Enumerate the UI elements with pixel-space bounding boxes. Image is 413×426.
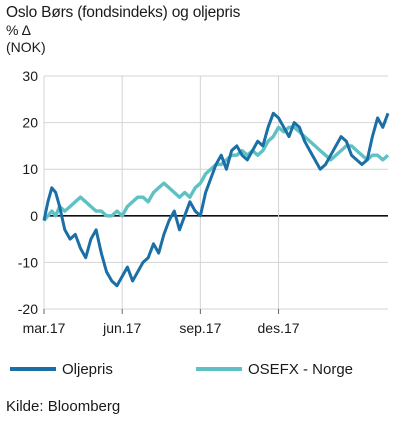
osefx-line [42,125,390,222]
series-lines [42,111,390,288]
gridlines [43,75,388,310]
y-axis-unit-label: % Δ [6,22,31,38]
legend-label: Oljepris [62,361,113,378]
x-tick-label: mar.17 [23,320,66,336]
y-tick-label: 0 [30,208,38,224]
x-axis-ticks: mar.17 jun.17 sep.17 des.17 [23,309,300,336]
x-tick-label: des.17 [258,320,300,336]
source-note: Kilde: Bloomberg [6,398,121,415]
y-tick-label: -10 [18,254,38,270]
x-tick-label: sep.17 [179,320,221,336]
line-chart: 30 20 10 0 -10 -20 mar.17 jun.17 sep.17 des.17 O… [10,68,390,378]
chart-title: Oslo Børs (fondsindeks) og oljepris [6,4,241,21]
legend: Oljepris OSEFX - Norge [10,361,353,378]
oljepris-line [42,111,390,288]
y-axis-unit-label-nok: (NOK) [6,39,46,55]
y-tick-label: -20 [18,301,38,317]
x-tick-label: jun.17 [102,320,141,336]
y-tick-label: 20 [22,115,38,131]
y-axis-ticks: 30 20 10 0 -10 -20 [18,68,38,317]
y-tick-label: 30 [22,68,38,84]
y-tick-label: 10 [22,161,38,177]
legend-label: OSEFX - Norge [248,361,353,378]
